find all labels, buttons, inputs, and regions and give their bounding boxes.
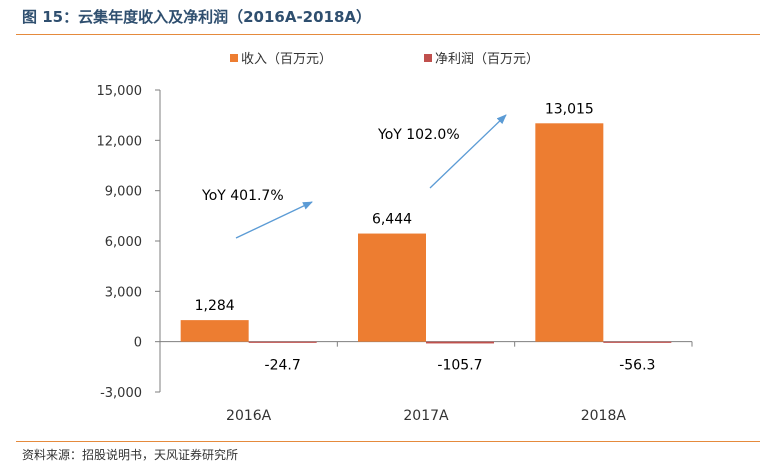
yoy-annotations: YoY 401.7% YoY 102.0% xyxy=(201,114,507,239)
bar-net-profit-2018A xyxy=(603,341,672,343)
bar-revenue-2016A xyxy=(180,320,249,342)
y-tick-label: 12,000 xyxy=(97,134,143,149)
x-tick-label: 2016A xyxy=(226,408,272,424)
figure-title: 图 15：云集年度收入及净利润（2016A-2018A） xyxy=(22,8,372,26)
data-label-revenue-2017A: 6,444 xyxy=(372,212,412,228)
data-label-net-profit-2016A: -24.7 xyxy=(265,358,301,374)
legend-label-net-profit: 净利润（百万元） xyxy=(435,52,539,67)
y-tick-label: 3,000 xyxy=(105,285,142,300)
bars xyxy=(180,123,672,344)
value-labels: 1,284 -24.7 6,444 -105.7 13,015 -56.3 xyxy=(195,101,656,373)
data-label-net-profit-2018A: -56.3 xyxy=(619,358,655,374)
y-tick-label: 6,000 xyxy=(105,235,142,250)
y-tick-label: 15,000 xyxy=(97,84,143,99)
title-divider xyxy=(16,34,760,35)
y-tick-label: -3,000 xyxy=(100,386,142,401)
growth-arrow-2017 xyxy=(235,201,313,239)
x-tick-label: 2018A xyxy=(581,408,627,424)
growth-arrow-2018 xyxy=(429,114,507,189)
bar-net-profit-2016A xyxy=(248,341,317,343)
legend-label-revenue: 收入（百万元） xyxy=(241,52,332,67)
annotation-yoy-2018: YoY 102.0% xyxy=(377,127,460,143)
x-tick-label: 2017A xyxy=(403,408,449,424)
source-divider xyxy=(16,441,760,442)
bar-revenue-2017A xyxy=(358,233,426,342)
y-axis: 15,000 12,000 9,000 6,000 3,000 0 -3,000 xyxy=(97,84,161,401)
source-note: 资料来源：招股说明书，天风证券研究所 xyxy=(22,448,239,462)
legend-swatch-net-profit xyxy=(424,54,432,62)
data-label-net-profit-2017A: -105.7 xyxy=(437,358,482,374)
data-label-revenue-2016A: 1,284 xyxy=(195,298,235,314)
x-axis: 2016A 2017A 2018A xyxy=(159,341,693,424)
bar-revenue-2018A xyxy=(535,123,604,342)
bar-net-profit-2017A xyxy=(426,341,494,344)
data-label-revenue-2018A: 13,015 xyxy=(545,101,594,117)
legend: 收入（百万元） 净利润（百万元） xyxy=(230,52,539,67)
annotation-yoy-2017: YoY 401.7% xyxy=(201,188,284,204)
y-tick-label: 9,000 xyxy=(105,185,142,200)
legend-swatch-revenue xyxy=(230,54,238,62)
y-tick-label: 0 xyxy=(134,336,142,351)
